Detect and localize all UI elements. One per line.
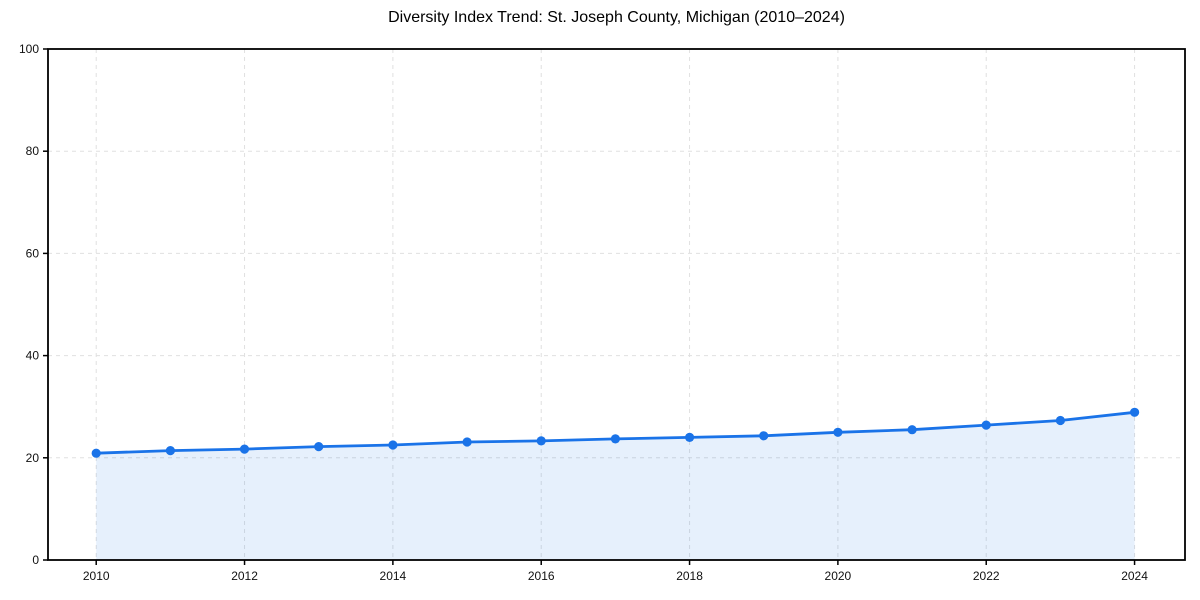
data-point-marker <box>314 442 324 452</box>
data-point-marker <box>1130 407 1140 417</box>
data-point-marker <box>388 440 398 450</box>
x-axis-tick-label: 2018 <box>676 569 703 583</box>
data-point-marker <box>536 436 546 446</box>
y-axis-tick-label: 0 <box>32 553 39 567</box>
area-fill <box>96 412 1135 560</box>
x-axis-tick-label: 2012 <box>231 569 258 583</box>
data-point-marker <box>759 431 769 441</box>
data-point-marker <box>833 427 843 437</box>
x-axis-tick-label: 2024 <box>1121 569 1148 583</box>
data-point-marker <box>685 432 695 442</box>
plot-border <box>47 48 1186 561</box>
x-axis-tick-label: 2010 <box>83 569 110 583</box>
x-axis-tick-label: 2016 <box>528 569 555 583</box>
x-axis-tick-label: 2020 <box>825 569 852 583</box>
y-axis-tick-label: 40 <box>26 349 40 363</box>
data-point-marker <box>981 420 991 430</box>
data-point-marker <box>610 434 621 444</box>
x-axis-tick-label: 2014 <box>380 569 407 583</box>
chart-title: Diversity Index Trend: St. Joseph County… <box>388 9 845 26</box>
data-point-marker <box>1055 415 1065 426</box>
data-point-marker <box>462 437 472 447</box>
y-axis-tick-label: 100 <box>19 42 39 56</box>
data-point-marker <box>91 448 101 458</box>
data-point-marker <box>239 444 250 454</box>
x-axis-tick-label: 2022 <box>973 569 1000 583</box>
y-axis-tick-label: 60 <box>26 246 40 260</box>
y-axis-tick-label: 20 <box>26 451 40 465</box>
y-axis-tick-label: 80 <box>26 144 40 158</box>
data-point-marker <box>165 446 175 456</box>
data-point-marker <box>907 425 917 435</box>
